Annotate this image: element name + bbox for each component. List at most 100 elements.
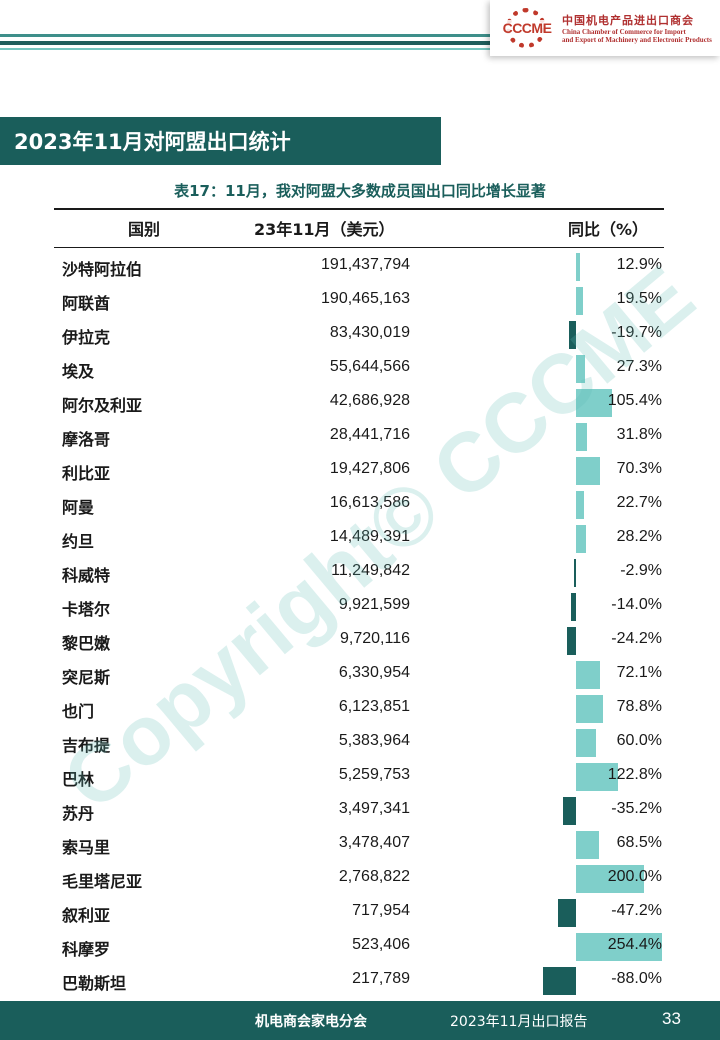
section-title-banner: 2023年11月对阿盟出口统计 — [0, 117, 441, 165]
export-value: 5,259,753 — [338, 766, 410, 783]
country-name: 阿联酋 — [62, 294, 111, 313]
yoy-percent: -14.0% — [611, 596, 662, 613]
country-name: 叙利亚 — [62, 906, 111, 925]
table-title: 表17：11月，我对阿盟大多数成员国出口同比增长显著 — [174, 182, 546, 200]
export-value: 55,644,566 — [329, 358, 410, 375]
table-top-rule — [54, 208, 664, 210]
country-name: 巴林 — [62, 770, 95, 789]
table-row: 阿曼 16,613,586 22.7% — [0, 488, 720, 522]
export-value: 2,768,822 — [338, 868, 410, 885]
table-row: 约旦 14,489,391 28.2% — [0, 522, 720, 556]
country-name: 阿曼 — [62, 498, 95, 517]
export-value: 190,465,163 — [321, 290, 410, 307]
table-row: 利比亚 19,427,806 70.3% — [0, 454, 720, 488]
header-country: 国别 — [128, 220, 161, 239]
page-footer: 机电商会家电分会 2023年11月出口报告 33 — [0, 1001, 720, 1040]
table-row: 科摩罗 523,406 254.4% — [0, 930, 720, 964]
table-row: 黎巴嫩 9,720,116 -24.2% — [0, 624, 720, 658]
country-name: 伊拉克 — [62, 328, 111, 347]
page-number: 33 — [662, 1009, 681, 1028]
yoy-data-bar — [576, 389, 612, 417]
table-row: 也门 6,123,851 78.8% — [0, 692, 720, 726]
yoy-percent: 22.7% — [616, 494, 662, 511]
header-value: 23年11月（美元） — [254, 220, 395, 239]
yoy-data-bar — [576, 729, 597, 757]
table-row: 索马里 3,478,407 68.5% — [0, 828, 720, 862]
yoy-data-bar — [558, 899, 576, 927]
yoy-percent: 105.4% — [607, 392, 662, 409]
yoy-data-bar — [576, 865, 644, 893]
country-name: 索马里 — [62, 838, 111, 857]
yoy-percent: -88.0% — [611, 970, 662, 987]
country-name: 巴勒斯坦 — [62, 974, 127, 993]
yoy-percent: -47.2% — [611, 902, 662, 919]
country-name: 毛里塔尼亚 — [62, 872, 143, 891]
logo-english-line-2: and Export of Machinery and Electronic P… — [562, 36, 712, 44]
yoy-data-bar — [574, 559, 576, 587]
country-name: 埃及 — [62, 362, 95, 381]
yoy-percent: 78.8% — [616, 698, 662, 715]
yoy-data-bar — [576, 457, 600, 485]
table-row: 吉布提 5,383,964 60.0% — [0, 726, 720, 760]
country-name: 突尼斯 — [62, 668, 111, 687]
yoy-data-bar — [576, 491, 584, 519]
country-name: 黎巴嫩 — [62, 634, 111, 653]
yoy-percent: 31.8% — [616, 426, 662, 443]
yoy-percent: 28.2% — [616, 528, 662, 545]
yoy-percent: -24.2% — [611, 630, 662, 647]
export-value: 6,123,851 — [338, 698, 410, 715]
yoy-data-bar — [570, 593, 576, 621]
yoy-data-bar — [576, 355, 586, 383]
table-row: 叙利亚 717,954 -47.2% — [0, 896, 720, 930]
yoy-data-bar — [576, 695, 603, 723]
yoy-data-bar — [543, 967, 576, 995]
country-name: 苏丹 — [62, 804, 95, 823]
table-row: 巴勒斯坦 217,789 -88.0% — [0, 964, 720, 998]
country-name: 科威特 — [62, 566, 111, 585]
yoy-data-bar — [568, 321, 576, 349]
table-row: 卡塔尔 9,921,599 -14.0% — [0, 590, 720, 624]
country-name: 约旦 — [62, 532, 95, 551]
yoy-percent: 72.1% — [616, 664, 662, 681]
yoy-percent: 200.0% — [607, 868, 662, 885]
table-row: 突尼斯 6,330,954 72.1% — [0, 658, 720, 692]
yoy-percent: 12.9% — [616, 256, 662, 273]
cccme-logo: CCCME 中国机电产品进出口商会 China Chamber of Comme… — [490, 0, 720, 56]
export-value: 717,954 — [352, 902, 410, 919]
logo-english-line-1: China Chamber of Commerce for Import — [562, 28, 686, 36]
table-row: 沙特阿拉伯 191,437,794 12.9% — [0, 250, 720, 284]
yoy-data-bar — [576, 933, 662, 961]
export-value: 11,249,842 — [331, 562, 410, 579]
yoy-data-bar — [562, 797, 576, 825]
export-value: 3,497,341 — [338, 800, 410, 817]
yoy-percent: 27.3% — [616, 358, 662, 375]
yoy-percent: 254.4% — [607, 936, 662, 953]
yoy-percent: 70.3% — [616, 460, 662, 477]
country-name: 摩洛哥 — [62, 430, 111, 449]
footer-org: 机电商会家电分会 — [255, 1014, 367, 1030]
table-row: 伊拉克 83,430,019 -19.7% — [0, 318, 720, 352]
export-value: 217,789 — [352, 970, 410, 987]
export-value: 16,613,586 — [329, 494, 410, 511]
export-value: 19,427,806 — [329, 460, 410, 477]
yoy-data-bar — [576, 763, 618, 791]
export-value: 28,441,716 — [329, 426, 410, 443]
table-row: 阿联酋 190,465,163 19.5% — [0, 284, 720, 318]
yoy-data-bar — [576, 423, 587, 451]
table-row: 埃及 55,644,566 27.3% — [0, 352, 720, 386]
export-value: 191,437,794 — [321, 256, 410, 273]
table-header-rule — [54, 247, 664, 248]
export-value: 5,383,964 — [338, 732, 410, 749]
yoy-data-bar — [576, 831, 600, 859]
yoy-data-bar — [576, 661, 601, 689]
yoy-percent: 122.8% — [607, 766, 662, 783]
yoy-percent: 68.5% — [616, 834, 662, 851]
export-value: 14,489,391 — [329, 528, 410, 545]
country-name: 卡塔尔 — [62, 600, 111, 619]
export-value: 6,330,954 — [338, 664, 410, 681]
header-stripe — [0, 41, 490, 45]
export-value: 523,406 — [352, 936, 410, 953]
header-yoy: 同比（%） — [568, 220, 649, 239]
country-name: 阿尔及利亚 — [62, 396, 143, 415]
cccme-logo-mark: CCCME — [498, 8, 556, 48]
